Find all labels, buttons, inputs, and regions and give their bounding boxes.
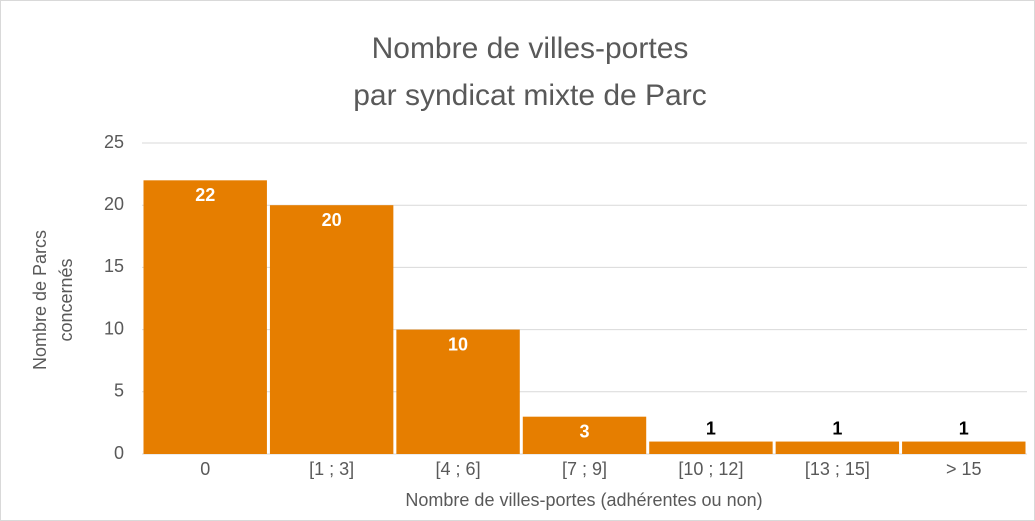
data-label: 10 [448,334,468,354]
y-axis-label-line: Nombre de Parcs [30,230,50,370]
x-tick-label: [4 ; 6] [436,459,481,479]
bar [649,441,773,454]
y-tick-label: 10 [104,318,124,338]
chart-title: par syndicat mixte de Parc [353,79,706,112]
y-axis-label-line: concernés [56,258,76,341]
bar [269,205,394,454]
bar [396,329,520,454]
data-label: 1 [832,418,842,438]
x-tick-label: [7 ; 9] [562,459,607,479]
data-label: 20 [322,210,342,230]
data-label: 1 [706,418,716,438]
chart-title: Nombre de villes-portes [372,32,689,65]
y-tick-label: 15 [104,256,124,276]
x-tick-label: [13 ; 15] [805,459,870,479]
data-label: 1 [959,418,969,438]
x-tick-label: [1 ; 3] [309,459,354,479]
bar [902,441,1026,454]
x-tick-label: > 15 [946,459,982,479]
data-label: 3 [579,421,589,441]
bar [143,180,267,454]
y-tick-label: 5 [114,381,124,401]
y-tick-label: 20 [104,194,124,214]
y-tick-label: 25 [104,132,124,152]
x-tick-label: [10 ; 12] [678,459,743,479]
x-axis-label: Nombre de villes-portes (adhérentes ou n… [405,490,762,510]
bar [775,441,900,454]
data-label: 22 [195,185,215,205]
bar [522,416,647,454]
y-axis-label: Nombre de Parcs concernés [30,230,76,370]
y-tick-label: 0 [114,443,124,463]
x-tick-label: 0 [200,459,210,479]
